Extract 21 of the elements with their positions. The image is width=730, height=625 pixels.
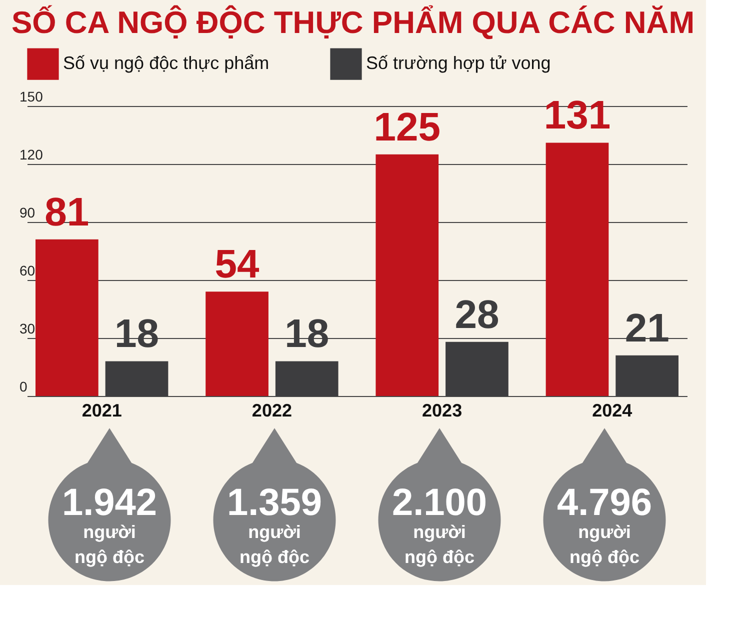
y-tick-label: 120 (20, 146, 44, 162)
y-tick-label: 0 (20, 378, 28, 394)
x-tick-label: 2024 (592, 400, 632, 420)
y-tick-label: 30 (20, 320, 36, 336)
legend-label: Số trường hợp tử vong (366, 53, 551, 74)
y-tick-label: 60 (20, 262, 36, 278)
data-label: 125 (374, 105, 441, 150)
x-tick-label: 2021 (82, 400, 122, 420)
data-label: 131 (544, 94, 611, 138)
data-label: 28 (454, 292, 500, 337)
y-tick-label: 150 (20, 88, 44, 104)
data-label: 54 (214, 242, 260, 287)
legend-label: Số vụ ngộ độc thực phẩm (63, 53, 270, 74)
chart-title: SỐ CA NGỘ ĐỘC THỰC PHẨM QUA CÁC NĂM (11, 5, 695, 40)
x-tick-label: 2022 (252, 400, 292, 420)
y-tick-label: 90 (20, 204, 36, 220)
text: 2.100 người ngộ độc (392, 482, 488, 567)
text: 1.359 người ngộ độc (226, 482, 322, 567)
x-tick-label: 2023 (422, 400, 462, 420)
text: 1.942 người ngộ độc (62, 482, 158, 567)
text: 4.796 người ngộ độc (556, 482, 652, 567)
